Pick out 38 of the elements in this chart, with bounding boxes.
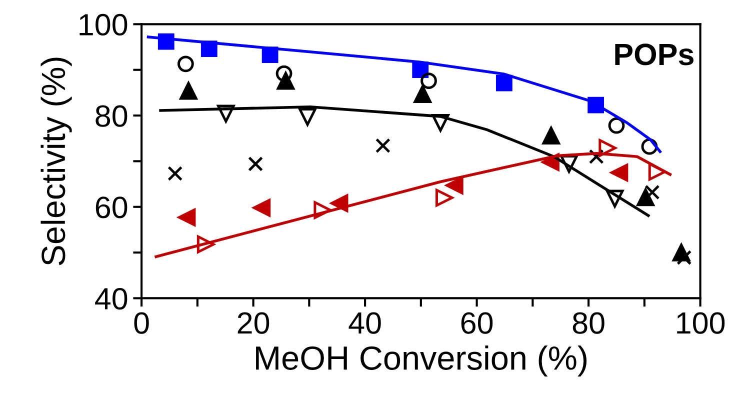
point: [432, 114, 450, 132]
y-tick-label: 100: [80, 14, 128, 36]
point: [276, 72, 295, 90]
y-tick-label: 80: [96, 105, 128, 127]
y-tick-label: 60: [96, 196, 128, 218]
x-tick-label: 40: [348, 312, 381, 334]
point: [217, 104, 235, 123]
point: [648, 162, 666, 181]
point: [375, 138, 390, 154]
x-tick-label: 80: [572, 312, 604, 334]
x-tick-label: 0: [134, 312, 149, 334]
point: [436, 188, 454, 207]
point: [276, 65, 292, 82]
point: [314, 201, 332, 219]
x-tick-label: 20: [238, 312, 270, 334]
point: [252, 198, 271, 217]
point: [420, 72, 437, 90]
x-tick-label: 60: [461, 312, 493, 334]
point: [610, 164, 628, 182]
point: [414, 85, 432, 103]
point: [542, 126, 560, 145]
point: [177, 56, 194, 72]
point: [606, 190, 624, 208]
point: [196, 235, 215, 254]
x-tick-label: 100: [677, 312, 725, 334]
point: [636, 188, 654, 206]
point: [598, 139, 616, 157]
y-axis-title: Selectivity (%): [40, 58, 72, 266]
point: [298, 108, 316, 126]
point: [496, 74, 512, 92]
y-tick-label: 40: [95, 288, 128, 310]
point: [178, 208, 196, 226]
x-axis-title: MeOH Conversion (%): [256, 345, 586, 377]
point: [180, 82, 198, 100]
point: [168, 166, 183, 182]
point: [248, 156, 264, 172]
annotation: POPs: [615, 44, 694, 66]
point: [446, 176, 464, 194]
